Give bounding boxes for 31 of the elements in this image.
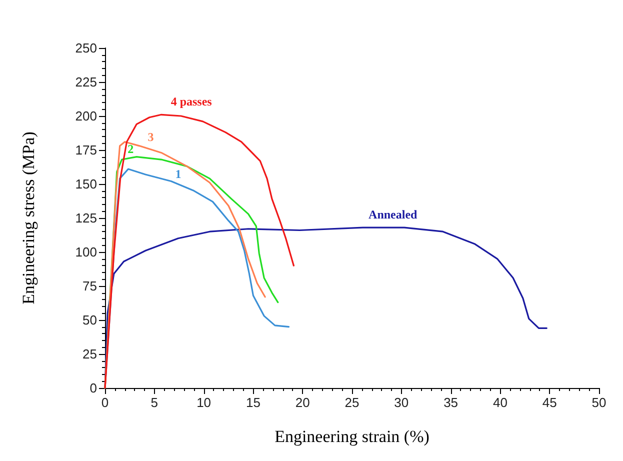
line-series [104,114,295,389]
x-tick-label: 40 [492,395,508,410]
x-tick-label: 15 [246,395,260,410]
series-label: Annealed [368,208,418,222]
y-axis-title: Engineering stress (MPa) [19,132,38,304]
series-label: 1 [175,167,182,182]
y-tick-label: 50 [82,312,97,328]
y-tick-label: 75 [82,278,97,294]
y-tick-label: 250 [75,40,97,56]
x-tick-label: 35 [444,395,458,410]
x-tick-label: 50 [592,395,606,410]
y-tick-label: 25 [82,346,97,362]
x-tick-label: 45 [542,395,557,410]
y-tick-label: 0 [90,380,97,396]
x-tick-label: 10 [196,395,212,410]
x-tick-label: 30 [394,395,409,410]
x-tick-label: 25 [344,395,360,410]
x-axis-title: Engineering strain (%) [274,427,430,446]
x-tick-label: 0 [101,395,109,410]
y-tick-label: 150 [75,176,97,192]
y-tick-label: 200 [75,108,97,124]
y-tick-label: 100 [75,244,97,260]
y-tick-label: 175 [75,142,97,158]
x-tick-label: 5 [150,395,158,410]
x-tick-label: 20 [295,395,310,410]
y-tick-label: 225 [75,74,97,90]
series-label: 4 passes [170,94,212,109]
y-tick-label: 125 [75,210,97,226]
line-series [104,226,548,389]
series-label: 2 [128,142,134,156]
series-label: 3 [148,130,154,144]
